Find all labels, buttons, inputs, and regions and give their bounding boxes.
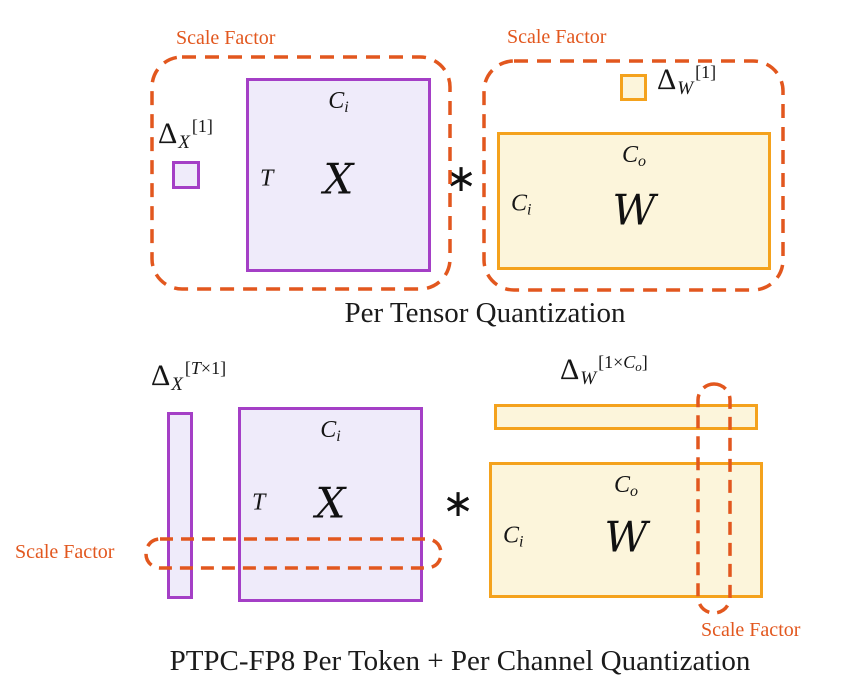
col-label-base: C [613,472,630,498]
sup-open: [1× [598,352,624,372]
delta-subscript: W [580,368,597,389]
per-channel-scale-vector [494,404,758,430]
sup-open: [ [184,358,191,378]
scale-scalar-swatch-w [620,74,647,101]
sup-var-sub: o [635,359,642,374]
delta-superscript: [1] [191,116,213,136]
sup-close: ] [641,352,648,372]
delta-symbol: Δ [158,117,178,150]
delta-subscript: X [178,132,190,153]
row-label-sub: i [519,533,524,550]
delta-subscript: W [677,78,694,99]
col-label-base: C [320,417,337,443]
scale-scalar-swatch-x [172,161,200,189]
ptpc-fp8-title: PTPC-FP8 Per Token + Per Channel Quantiz… [169,645,751,677]
col-label-sub: o [630,483,638,500]
delta-symbol: Δ [657,63,677,96]
sup-var: T [190,358,201,378]
delta-superscript: [1×Co] [598,352,648,374]
w-matrix-col-label: Co [500,142,768,171]
w-matrix-col-label: Co [492,472,760,501]
delta-x-label-top: ΔX[1] [158,116,213,154]
x-matrix-bottom: Ci T X [238,407,423,602]
scale-factor-label-top-right: Scale Factor [507,26,607,48]
col-label-sub: o [638,153,646,170]
col-label-sub: i [344,99,349,116]
delta-superscript: [T×1] [185,358,226,378]
w-matrix-name: W [612,185,656,235]
x-matrix-name: X [323,154,354,204]
delta-superscript: [1] [695,62,717,82]
w-matrix-row-label: Ci [503,522,523,551]
multiply-asterisk-bottom: ∗ [442,481,474,525]
multiply-asterisk-top: ∗ [445,156,477,200]
x-matrix-col-label: Ci [249,88,428,117]
row-label: T [252,489,266,516]
delta-subscript: X [171,374,183,395]
w-matrix-bottom: Co Ci W [489,462,763,598]
scale-factor-label-bottom-left: Scale Factor [15,541,115,563]
w-matrix-name: W [604,512,648,561]
per-tensor-title: Per Tensor Quantization [344,297,626,329]
col-label-base: C [621,142,638,168]
sup-rest: ×1] [200,358,227,378]
delta-w-label-top: ΔW[1] [657,62,716,100]
x-matrix-col-label: Ci [241,417,420,446]
col-label-sub: i [336,428,341,445]
scale-factor-label-top-left: Scale Factor [176,27,276,49]
delta-x-label-bottom: ΔX[T×1] [151,358,226,396]
row-label-base: C [503,522,520,548]
x-matrix-row-label: T [252,489,265,516]
col-label-base: C [328,88,345,114]
x-matrix-top: Ci T X [246,78,431,272]
delta-symbol: Δ [151,359,171,392]
sup-var: C [623,352,636,372]
delta-symbol: Δ [560,353,580,386]
w-matrix-top: Co Ci W [497,132,771,270]
per-token-scale-vector [167,412,193,599]
x-matrix-name: X [315,478,346,528]
delta-w-label-bottom: ΔW[1×Co] [560,352,648,390]
scale-factor-label-bottom-right: Scale Factor [701,619,801,641]
